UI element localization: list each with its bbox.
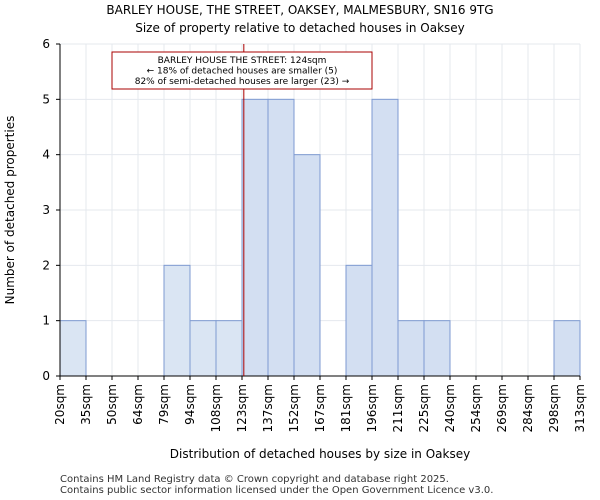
histogram-bar	[371, 98, 399, 377]
histogram-bar	[267, 98, 295, 377]
y-tick-label: 3	[42, 203, 50, 217]
chart-title: BARLEY HOUSE, THE STREET, OAKSEY, MALMES…	[106, 3, 494, 17]
x-tick-label: 211sqm	[391, 384, 405, 432]
x-tick-label: 64sqm	[131, 384, 145, 425]
histogram-bar	[423, 320, 451, 377]
histogram-bar	[553, 320, 581, 377]
y-axis-title: Number of detached properties	[3, 116, 17, 305]
x-tick-label: 20sqm	[53, 384, 67, 425]
histogram-bar	[345, 264, 373, 377]
footer-attribution-line-1: Contains HM Land Registry data © Crown c…	[60, 474, 449, 485]
footer-attribution-line-2: Contains public sector information licen…	[60, 485, 494, 496]
x-tick-label: 167sqm	[313, 384, 327, 432]
y-tick-label: 2	[42, 258, 50, 272]
x-tick-label: 79sqm	[157, 384, 171, 425]
y-tick-label: 1	[42, 314, 50, 328]
x-tick-label: 284sqm	[521, 384, 535, 432]
histogram-bar	[397, 320, 425, 377]
histogram-bar	[241, 98, 269, 377]
x-tick-label: 152sqm	[287, 384, 301, 432]
histogram-bar	[189, 320, 217, 377]
y-tick-label: 4	[42, 148, 50, 162]
x-tick-label: 313sqm	[573, 384, 587, 432]
x-tick-label: 269sqm	[495, 384, 509, 432]
histogram-bar	[59, 320, 87, 377]
x-tick-label: 137sqm	[261, 384, 275, 432]
x-tick-label: 35sqm	[79, 384, 93, 425]
annotation-text: ← 18% of detached houses are smaller (5)	[147, 67, 338, 77]
x-axis-title: Distribution of detached houses by size …	[170, 447, 470, 461]
chart-subtitle: Size of property relative to detached ho…	[135, 21, 465, 35]
histogram-bar	[215, 320, 243, 377]
x-tick-label: 108sqm	[209, 384, 223, 432]
x-tick-label: 254sqm	[469, 384, 483, 432]
annotation-box	[111, 51, 373, 90]
x-tick-label: 240sqm	[443, 384, 457, 432]
histogram-bar	[163, 264, 191, 377]
y-tick-label: 0	[42, 369, 50, 383]
x-tick-label: 94sqm	[183, 384, 197, 425]
x-tick-label: 225sqm	[417, 384, 431, 432]
y-tick-label: 5	[42, 92, 50, 106]
annotation-text: BARLEY HOUSE THE STREET: 124sqm	[158, 56, 327, 66]
annotation-text: 82% of semi-detached houses are larger (…	[135, 77, 350, 87]
x-tick-label: 298sqm	[547, 384, 561, 432]
x-tick-label: 181sqm	[339, 384, 353, 432]
x-tick-label: 123sqm	[235, 384, 249, 432]
x-tick-label: 196sqm	[365, 384, 379, 432]
histogram-bar	[293, 154, 321, 377]
y-tick-label: 6	[42, 37, 50, 51]
x-tick-label: 50sqm	[105, 384, 119, 425]
